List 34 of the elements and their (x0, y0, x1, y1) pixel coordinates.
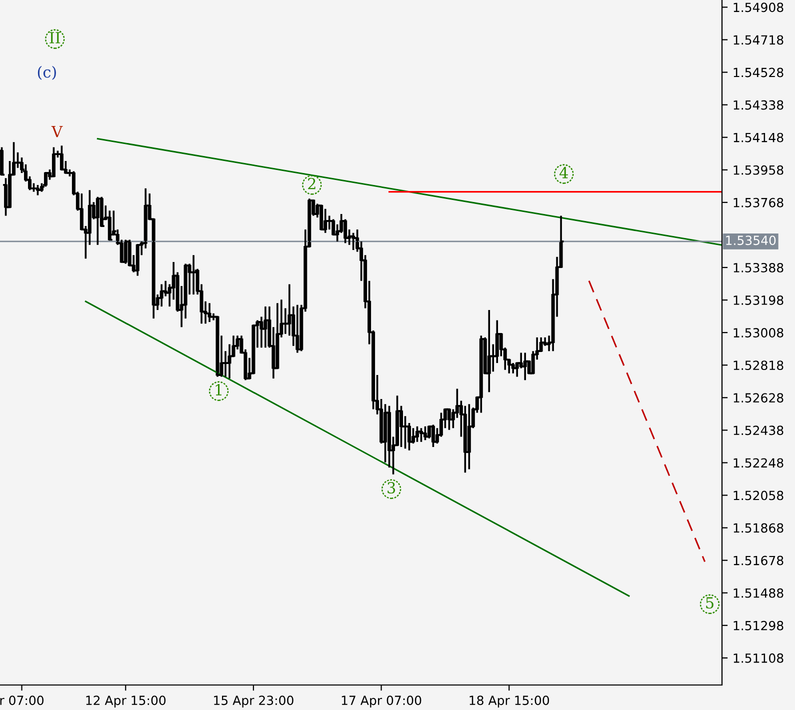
x-tick-label: 15 Apr 23:00 (214, 696, 294, 708)
y-tick-label: 1.53768 (734, 198, 784, 208)
y-tick-label: 1.51678 (734, 556, 784, 566)
ref-line-label: 1.53540 (726, 236, 776, 246)
y-tick-label: 1.52818 (734, 360, 784, 370)
annotation: (c) (38, 66, 56, 80)
y-tick-label: 1.51108 (734, 653, 784, 663)
y-tick-label: 1.52438 (734, 426, 784, 436)
x-tick-label: 17 Apr 07:00 (342, 696, 422, 708)
annotation: 4 (559, 166, 568, 178)
y-tick-label: 1.51868 (734, 523, 784, 533)
y-tick-label: 1.53008 (734, 328, 784, 338)
y-tick-label: 1.51298 (734, 620, 784, 630)
annotation: 1 (216, 384, 222, 396)
y-tick-label: 1.54338 (734, 100, 784, 110)
annotation: 5 (706, 597, 714, 609)
y-tick-label: 1.53958 (734, 165, 784, 175)
y-tick-label: 1.54718 (734, 35, 784, 45)
y-tick-label: 1.54908 (734, 2, 784, 12)
annotation: V (51, 126, 63, 138)
y-tick-label: 1.52248 (734, 458, 784, 468)
x-tick-label: r 07:00 (0, 696, 44, 706)
x-tick-label: 12 Apr 15:00 (86, 696, 166, 708)
annotation: 2 (308, 178, 316, 190)
y-tick-label: 1.54528 (734, 68, 784, 78)
x-tick-label: 18 Apr 15:00 (470, 696, 550, 708)
y-tick-label: 1.53388 (734, 262, 784, 272)
y-tick-label: 1.52628 (734, 393, 784, 403)
y-tick-label: 1.54148 (734, 132, 784, 142)
y-tick-label: 1.52058 (734, 490, 784, 500)
annotation: II (50, 32, 60, 44)
y-tick-label: 1.53198 (734, 296, 784, 305)
annotation: 3 (388, 482, 396, 494)
y-tick-label: 1.51488 (734, 588, 784, 598)
